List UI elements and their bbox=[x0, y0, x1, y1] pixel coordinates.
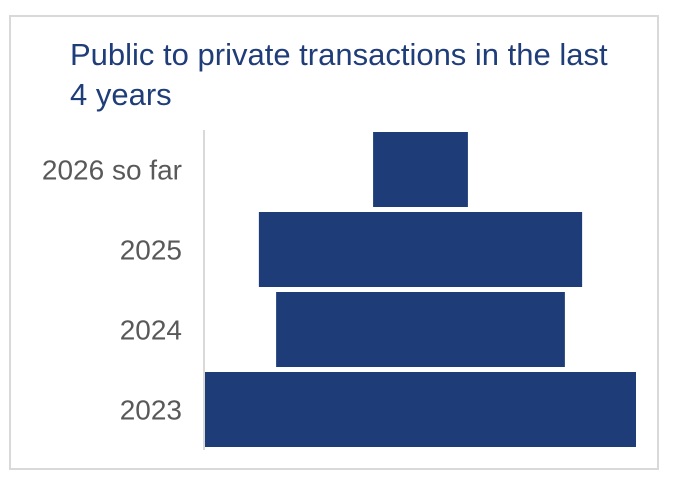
bar-2026-so-far bbox=[373, 132, 468, 207]
chart-title: Public to private transactions in the la… bbox=[70, 37, 608, 112]
bar-2023 bbox=[205, 372, 636, 447]
category-label: 2023 bbox=[120, 395, 182, 426]
bar-group bbox=[205, 132, 636, 447]
category-label: 2024 bbox=[120, 315, 182, 346]
category-label: 2026 so far bbox=[42, 155, 182, 186]
category-labels: 2026 so far 2025 2024 2023 bbox=[42, 155, 182, 426]
bar-2024 bbox=[276, 292, 565, 367]
category-label: 2025 bbox=[120, 235, 182, 266]
bar-2025 bbox=[258, 212, 583, 287]
